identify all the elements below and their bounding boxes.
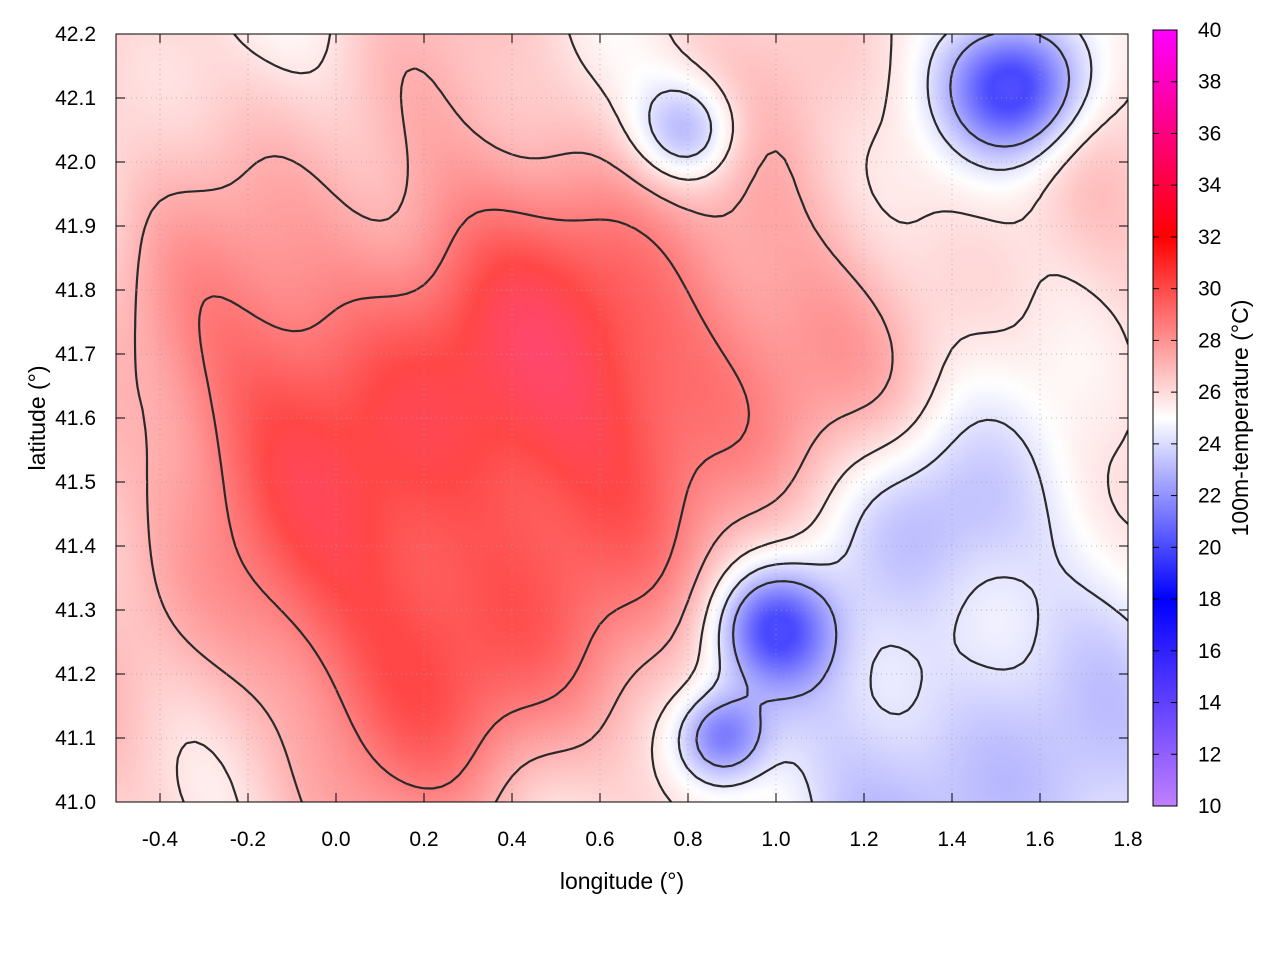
- y-tick-label: 41.3: [55, 599, 96, 622]
- y-tick-label: 41.9: [55, 215, 96, 238]
- x-tick-label: 1.8: [1113, 828, 1142, 851]
- x-tick-label: 0.0: [321, 828, 350, 851]
- contour-line: [133, 67, 894, 802]
- colorbar-tick-label: 32: [1198, 226, 1221, 249]
- x-tick-label: 0.8: [673, 828, 702, 851]
- x-tick-label: 1.2: [849, 828, 878, 851]
- x-tick-label: 1.4: [937, 828, 967, 851]
- contour-line: [198, 208, 751, 790]
- x-tick-label: 0.2: [409, 828, 438, 851]
- colorbar-tick-label: 30: [1198, 278, 1221, 301]
- y-tick-label: 41.8: [55, 279, 96, 302]
- colorbar-tick-label: 20: [1198, 536, 1221, 559]
- colorbar-tick-label: 10: [1198, 795, 1221, 818]
- colorbar-tick-label: 14: [1198, 692, 1222, 715]
- y-tick-label: 42.1: [55, 87, 96, 110]
- y-tick-label: 41.0: [55, 791, 96, 814]
- contour-line: [175, 34, 1128, 802]
- y-tick-label: 41.2: [55, 663, 96, 686]
- colorbar-tick-label: 36: [1198, 122, 1221, 145]
- y-tick-label: 41.7: [55, 343, 96, 366]
- x-tick-label: -0.4: [142, 828, 179, 851]
- y-tick-label: 41.1: [55, 727, 96, 750]
- y-axis-label: latitude (°): [24, 365, 50, 470]
- y-tick-label: 41.4: [55, 535, 96, 558]
- colorbar-tick-label: 12: [1198, 743, 1221, 766]
- colorbar-ticks: 10 12 14 16 18 20 22 24 26 28 30 32 34 36 38 40: [1153, 19, 1222, 818]
- colorbar-tick-label: 24: [1198, 433, 1222, 456]
- x-tick-label: 1.0: [761, 828, 790, 851]
- colorbar-label: 100m-temperature (°C): [1227, 300, 1253, 537]
- x-axis-ticks: -0.4 -0.2 0.0 0.2 0.4 0.6 0.8 1.0 1.2 1.4 1.6 1.8: [142, 34, 1143, 851]
- colorbar-tick-label: 16: [1198, 640, 1221, 663]
- colorbar-tick-label: 28: [1198, 329, 1221, 352]
- y-tick-label: 41.5: [55, 471, 96, 494]
- colorbar: 10 12 14 16 18 20 22 24 26 28 30 32 34 36 38 40 100m-te…: [1152, 19, 1253, 818]
- colorbar-tick-label: 26: [1198, 381, 1221, 404]
- y-axis-ticks: 41.0 41.1 41.2 41.3 41.4 41.5 41.6 41.7 41.8 41.9…: [55, 23, 1128, 814]
- x-tick-label: 1.6: [1025, 828, 1054, 851]
- colorbar-tick-label: 34: [1198, 174, 1222, 197]
- colorbar-tick-label: 38: [1198, 71, 1221, 94]
- x-tick-label: 0.4: [497, 828, 527, 851]
- y-tick-label: 42.0: [55, 151, 96, 174]
- colorbar-tick-label: 18: [1198, 588, 1221, 611]
- contour-lines: [133, 34, 1128, 802]
- colorbar-gradient: [1152, 29, 1178, 807]
- x-tick-label: 0.6: [585, 828, 614, 851]
- colorbar-tick-label: 22: [1198, 485, 1221, 508]
- y-tick-label: 41.6: [55, 407, 96, 430]
- contour-line: [695, 34, 1071, 768]
- contour-line: [648, 34, 1128, 802]
- x-axis-label: longitude (°): [560, 868, 684, 894]
- colorbar-tick-label: 40: [1198, 19, 1221, 42]
- y-tick-label: 42.2: [55, 23, 96, 46]
- x-tick-label: -0.2: [230, 828, 266, 851]
